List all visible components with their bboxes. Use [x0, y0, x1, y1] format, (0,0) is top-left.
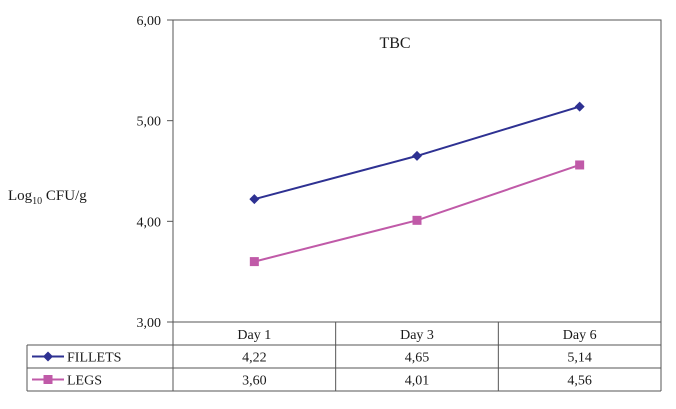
- legend-label: FILLETS: [67, 351, 121, 366]
- data-point-fillets: [249, 194, 260, 205]
- data-point-fillets: [412, 150, 422, 161]
- data-point-fillets: [574, 101, 585, 112]
- y-tick-label: 4,00: [137, 215, 162, 230]
- data-label: 4,01: [405, 374, 430, 389]
- data-label: 4,56: [567, 374, 592, 389]
- y-axis-label-main: Log: [8, 188, 33, 204]
- y-tick-label: 5,00: [137, 115, 162, 130]
- legend-key-marker: [43, 375, 53, 384]
- chart-title: TBC: [379, 35, 410, 52]
- y-tick-label: 3,00: [137, 316, 162, 331]
- data-point-legs: [412, 215, 422, 225]
- x-category-label: Day 6: [563, 328, 597, 343]
- x-category-label: Day 1: [237, 328, 271, 343]
- plot-area: [172, 19, 662, 323]
- data-point-legs: [575, 160, 585, 170]
- y-axis-label-unit: CFU/g: [42, 188, 87, 204]
- data-label: 5,14: [567, 351, 592, 366]
- y-axis-label-subscript: 10: [32, 196, 43, 207]
- y-axis-label: Log10 CFU/g: [8, 188, 87, 207]
- data-label: 4,65: [405, 351, 430, 366]
- data-label: 4,22: [242, 351, 267, 366]
- x-category-label: Day 3: [400, 328, 434, 343]
- series-line-legs: [254, 164, 580, 263]
- data-point-legs: [249, 257, 259, 267]
- y-tick-label: 6,00: [137, 14, 162, 29]
- legend-label: LEGS: [67, 374, 102, 389]
- legend-key-marker: [43, 351, 53, 362]
- data-label: 3,60: [242, 374, 267, 389]
